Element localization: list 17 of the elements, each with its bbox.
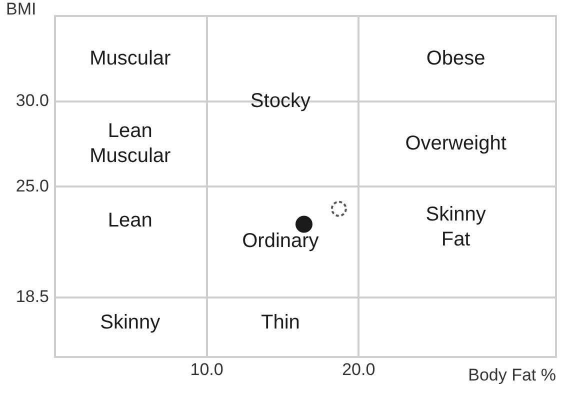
annotation: Skinny [100, 312, 160, 334]
annotation: Stocky [250, 90, 310, 112]
annotation: Lean Muscular [90, 120, 172, 168]
x-tick-label: 20.0 [342, 360, 376, 380]
y-tick-label: 18.5 [16, 287, 49, 306]
annotation: Thin [260, 312, 300, 334]
x-axis-title: Body Fat % [468, 365, 556, 384]
x-tick-label: 10.0 [190, 360, 224, 380]
y-tick-label: 30.0 [16, 91, 49, 110]
annotation: Overweight [405, 132, 507, 155]
annotation: Ordinary [242, 230, 319, 252]
annotation: Lean [108, 209, 152, 232]
annotation: Muscular [90, 47, 172, 70]
y-axis-title: BMI [6, 0, 36, 18]
y-tick-label: 25.0 [16, 176, 49, 196]
annotation: Skinny Fat [426, 204, 486, 251]
annotation: Obese [426, 47, 486, 70]
